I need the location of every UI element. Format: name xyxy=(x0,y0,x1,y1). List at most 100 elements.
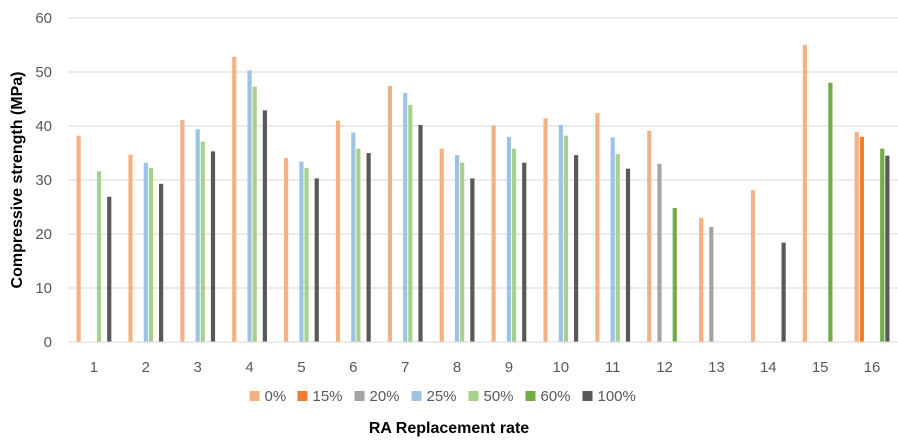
legend-label: 25% xyxy=(427,388,457,405)
x-tick-label: 12 xyxy=(656,359,673,376)
x-tick-label: 3 xyxy=(194,359,202,376)
bar xyxy=(284,157,289,342)
bar xyxy=(470,178,475,342)
bar xyxy=(854,131,859,342)
x-tick-label: 9 xyxy=(505,359,513,376)
bar xyxy=(180,120,185,342)
legend-swatch xyxy=(354,391,365,401)
bar xyxy=(408,104,413,342)
y-tick-label: 10 xyxy=(35,280,52,297)
y-tick-label: 60 xyxy=(35,10,52,27)
bar xyxy=(96,171,102,342)
bar xyxy=(522,162,527,342)
bar xyxy=(615,154,620,342)
x-tick-label: 16 xyxy=(864,359,881,376)
bar xyxy=(625,168,631,342)
bar xyxy=(387,86,392,342)
bar xyxy=(672,208,677,342)
x-axis-title: RA Replacement rate xyxy=(369,420,529,437)
bar xyxy=(418,124,423,342)
bar xyxy=(880,148,885,342)
x-tick-label: 4 xyxy=(245,359,253,376)
x-tick-label: 10 xyxy=(552,359,569,376)
bar xyxy=(439,148,444,342)
legend-label: 100% xyxy=(598,388,636,405)
bar xyxy=(657,163,662,342)
bar xyxy=(802,45,807,342)
legend-label: 15% xyxy=(313,388,343,405)
legend-swatch xyxy=(468,391,479,401)
y-axis-title: Compressive strength (MPa) xyxy=(9,72,26,289)
y-tick-label: 50 xyxy=(35,64,52,81)
x-tick-label: 5 xyxy=(297,359,305,376)
bar xyxy=(454,155,460,342)
bar xyxy=(828,82,833,343)
legend: 0% 15% 20% 25% 50% 60% 100% xyxy=(249,388,636,405)
legend-label: 50% xyxy=(484,388,514,405)
grid-lines xyxy=(68,17,898,289)
bar xyxy=(511,148,517,342)
bar xyxy=(143,162,148,342)
bar xyxy=(76,135,81,342)
x-tick-label: 1 xyxy=(90,359,98,376)
x-tick-label: 13 xyxy=(708,359,725,376)
bar xyxy=(314,178,319,342)
bar xyxy=(563,135,569,342)
bar xyxy=(750,190,756,342)
legend-swatch xyxy=(582,391,593,401)
bar xyxy=(128,154,133,342)
bar xyxy=(647,130,652,342)
y-tick-label: 40 xyxy=(35,118,52,135)
legend-label: 0% xyxy=(265,388,287,405)
bar xyxy=(885,155,890,342)
bar xyxy=(210,151,216,342)
bar xyxy=(506,136,512,342)
x-tick-label: 14 xyxy=(760,359,777,376)
bar xyxy=(247,70,252,342)
legend-label: 60% xyxy=(541,388,571,405)
bar xyxy=(252,86,257,342)
bar xyxy=(195,129,200,342)
legend-label: 20% xyxy=(370,388,400,405)
bar-marks xyxy=(76,45,890,343)
x-tick-label: 8 xyxy=(453,359,461,376)
bar xyxy=(366,153,371,342)
bar xyxy=(351,132,356,342)
y-tick-label: 30 xyxy=(35,172,52,189)
bar xyxy=(491,125,496,343)
bar xyxy=(335,120,341,342)
bar xyxy=(304,168,309,342)
y-tick-label: 0 xyxy=(44,334,52,351)
legend-swatch xyxy=(297,391,308,401)
bar xyxy=(460,162,465,342)
x-tick-label: 2 xyxy=(142,359,150,376)
bar xyxy=(232,56,237,342)
bar xyxy=(403,93,408,342)
bar xyxy=(699,217,704,342)
bar xyxy=(356,148,361,342)
legend-swatch xyxy=(249,391,260,401)
x-tick-label: 15 xyxy=(812,359,829,376)
bar xyxy=(595,113,600,342)
bar xyxy=(200,141,205,342)
bar xyxy=(148,168,154,342)
bar xyxy=(709,226,714,342)
bar xyxy=(159,183,164,342)
bar xyxy=(543,118,548,342)
bar xyxy=(262,110,267,342)
bar xyxy=(107,196,112,342)
bar xyxy=(610,137,615,342)
bar xyxy=(558,124,563,342)
bar xyxy=(781,242,786,342)
bar xyxy=(574,155,579,342)
legend-swatch xyxy=(525,391,536,401)
bar xyxy=(299,161,304,342)
x-tick-label: 6 xyxy=(349,359,357,376)
x-tick-label: 7 xyxy=(401,359,409,376)
legend-swatch xyxy=(411,391,422,401)
bar xyxy=(859,136,864,342)
y-tick-label: 20 xyxy=(35,226,52,243)
